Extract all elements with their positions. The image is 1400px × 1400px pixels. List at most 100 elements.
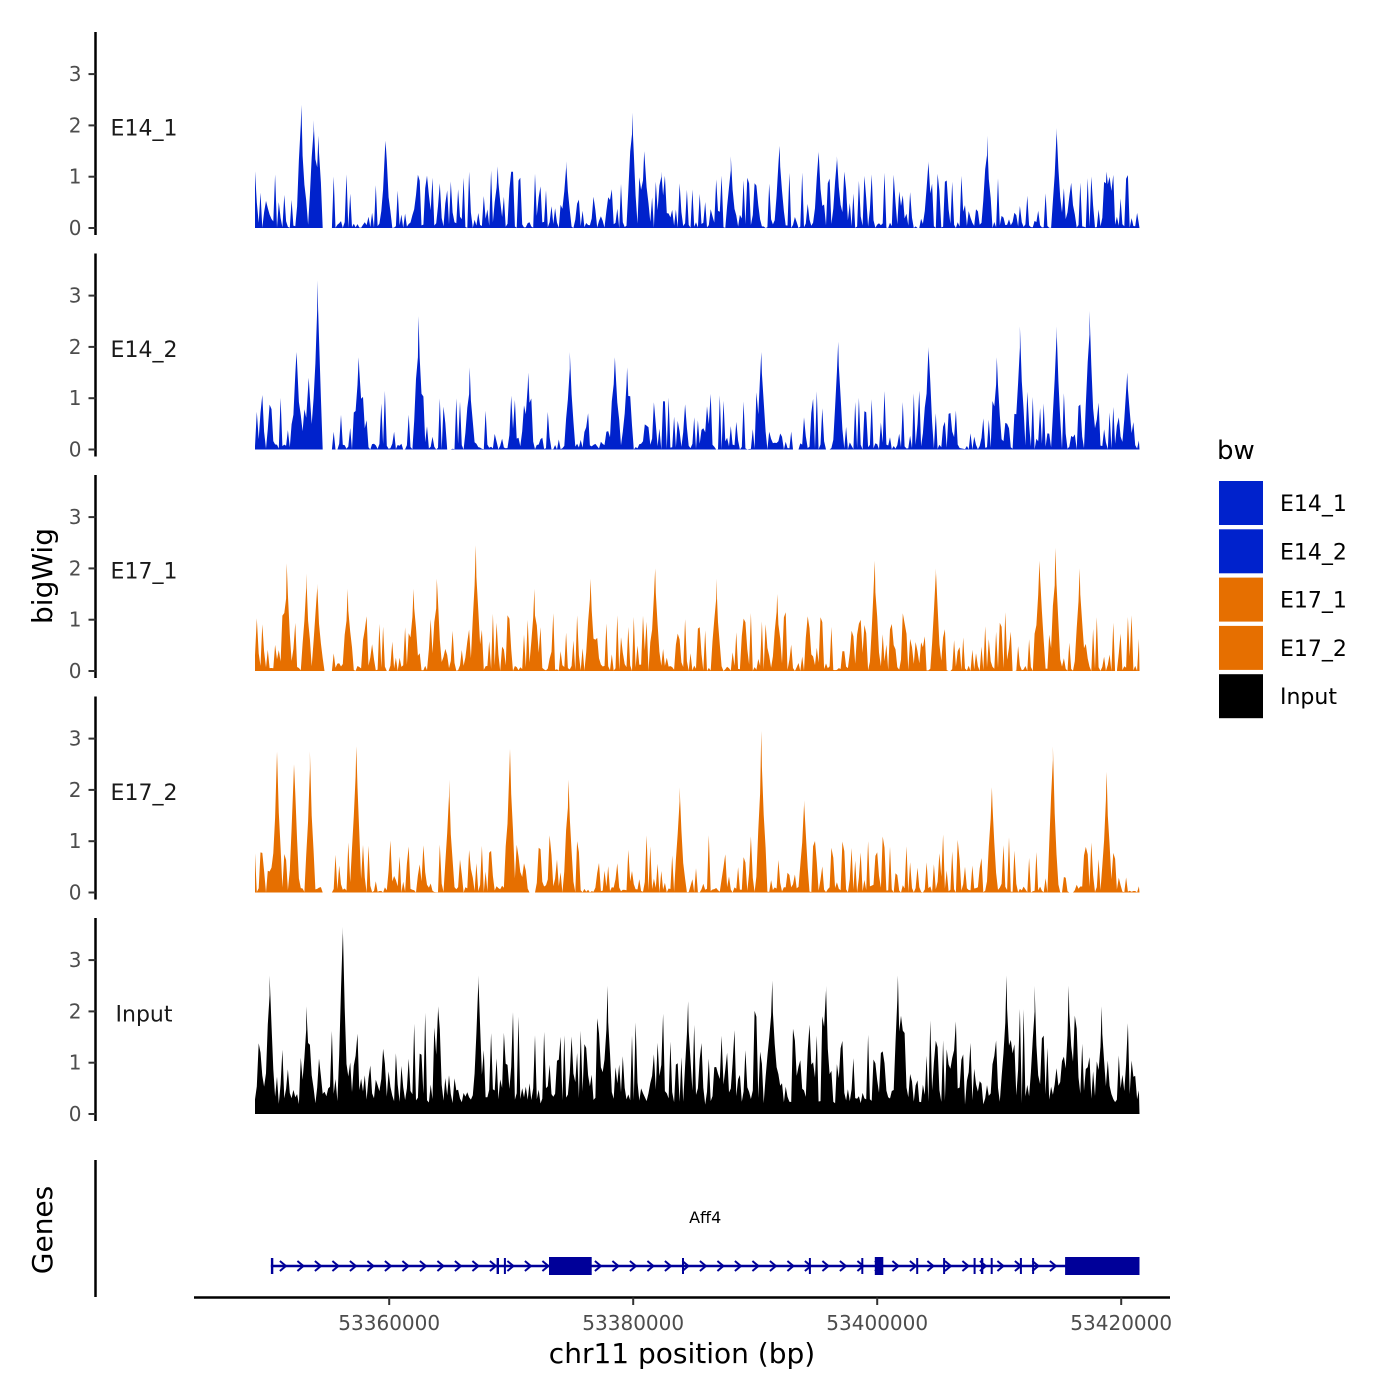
- gene-exon: [916, 1258, 919, 1274]
- y-tick-label: 3: [69, 284, 82, 308]
- y-tick-label: 1: [69, 829, 82, 853]
- strand-arrow: [296, 1260, 305, 1272]
- track-label: E17_1: [111, 560, 178, 585]
- gene-exon: [943, 1258, 946, 1274]
- strand-arrow: [891, 1260, 900, 1272]
- y-tick-label: 3: [69, 727, 82, 751]
- signal-area: [255, 104, 1140, 228]
- gene-exon: [973, 1258, 976, 1274]
- y-tick-label: 0: [69, 438, 82, 462]
- strand-arrow: [454, 1260, 463, 1272]
- strand-arrow: [279, 1260, 288, 1272]
- y-tick-label: 1: [69, 386, 82, 410]
- strand-arrow: [646, 1260, 655, 1272]
- strand-arrow: [699, 1260, 708, 1272]
- gene-exon: [1065, 1257, 1140, 1275]
- y-tick-label: 2: [69, 778, 82, 802]
- legend-label: E14_1: [1280, 492, 1347, 517]
- strand-arrow: [944, 1260, 953, 1272]
- y-tick-label: 1: [69, 1051, 82, 1075]
- track-label: Input: [116, 1003, 173, 1028]
- strand-arrow: [314, 1260, 323, 1272]
- strand-arrow: [594, 1260, 603, 1272]
- x-tick-label: 53380000: [582, 1311, 684, 1335]
- legend-label: E14_2: [1280, 540, 1347, 565]
- gene-exon: [496, 1258, 499, 1274]
- y-tick-label: 3: [69, 948, 82, 972]
- track-e17-1: 0 1 2 3 E17_1: [69, 475, 1140, 683]
- legend: bw E14_1 E14_2 E17_1 E17_2 Input: [1217, 436, 1347, 721]
- strand-arrow: [331, 1260, 340, 1272]
- strand-arrow: [1031, 1260, 1040, 1272]
- legend-swatch: [1217, 672, 1265, 721]
- strand-arrow: [716, 1260, 725, 1272]
- track-e14-1: 0 1 2 3 E14_1: [69, 32, 1140, 240]
- x-axis-title: chr11 position (bp): [549, 1337, 815, 1370]
- x-tick-label: 53360000: [338, 1311, 440, 1335]
- y-tick-label: 3: [69, 62, 82, 86]
- strand-arrow: [436, 1260, 445, 1272]
- strand-arrow: [629, 1260, 638, 1272]
- strand-arrow: [366, 1260, 375, 1272]
- strand-arrow: [506, 1260, 515, 1272]
- legend-label: E17_1: [1280, 589, 1347, 614]
- y-tick-label: 0: [69, 1102, 82, 1126]
- strand-arrow: [611, 1260, 620, 1272]
- strand-arrow: [839, 1260, 848, 1272]
- tracks-layer: 0 1 2 3 E14_1 0 1 2 3 E14_2 0 1 2 3 E17_1 0 1 2 3 E17_2 0 1 2 3…: [69, 32, 1140, 1126]
- y-tick-label: 1: [69, 165, 82, 189]
- track-input: 0 1 2 3 Input: [69, 918, 1140, 1126]
- legend-label: Input: [1280, 685, 1337, 710]
- strand-arrow: [996, 1260, 1005, 1272]
- gene-name-label: Aff4: [689, 1208, 721, 1227]
- x-tick-label: 53400000: [826, 1311, 928, 1335]
- gene-exon: [1019, 1258, 1022, 1274]
- track-label: E17_2: [111, 781, 178, 806]
- track-label: E14_1: [111, 117, 178, 142]
- strand-arrow: [681, 1260, 690, 1272]
- strand-arrow: [489, 1260, 498, 1272]
- legend-swatch: [1217, 479, 1265, 527]
- strand-arrow: [541, 1260, 550, 1272]
- strand-arrow: [664, 1260, 673, 1272]
- genes-axis-title: Genes: [26, 1186, 59, 1274]
- gene-exon: [861, 1258, 864, 1274]
- y-tick-label: 1: [69, 608, 82, 632]
- strand-arrow: [769, 1260, 778, 1272]
- gene-exon: [980, 1258, 984, 1274]
- gene-exon: [1032, 1258, 1035, 1274]
- gene-exon: [682, 1258, 684, 1274]
- track-e17-2: 0 1 2 3 E17_2: [69, 696, 1140, 905]
- y-axis-title: bigWig: [26, 528, 59, 624]
- gene-exon: [549, 1257, 592, 1275]
- strand-arrow: [821, 1260, 830, 1272]
- strand-arrow: [734, 1260, 743, 1272]
- strand-arrow: [401, 1260, 410, 1272]
- legend-swatch: [1217, 623, 1265, 672]
- y-tick-label: 2: [69, 335, 82, 359]
- x-tick-label: 53420000: [1070, 1311, 1172, 1335]
- y-tick-label: 2: [69, 113, 82, 137]
- y-tick-label: 2: [69, 556, 82, 580]
- signal-area: [255, 545, 1140, 671]
- strand-arrow: [524, 1260, 533, 1272]
- y-tick-label: 0: [69, 216, 82, 240]
- gene-exon: [808, 1258, 811, 1274]
- legend-swatch: [1217, 575, 1265, 624]
- gene-exon: [874, 1257, 884, 1275]
- strand-arrow: [926, 1260, 935, 1272]
- strand-arrow: [384, 1260, 393, 1272]
- strand-arrow: [786, 1260, 795, 1272]
- y-tick-label: 0: [69, 881, 82, 905]
- gene-exon: [503, 1258, 506, 1274]
- strand-arrow: [856, 1260, 865, 1272]
- gene-exon: [990, 1258, 993, 1274]
- y-tick-label: 0: [69, 659, 82, 683]
- gene-exon: [270, 1258, 274, 1274]
- strand-arrow: [419, 1260, 428, 1272]
- y-tick-label: 3: [69, 505, 82, 529]
- signal-area: [255, 730, 1140, 893]
- x-axis: 53360000 53380000 53400000 53420000: [194, 1296, 1172, 1335]
- gene-track: Aff4: [94, 1160, 1140, 1297]
